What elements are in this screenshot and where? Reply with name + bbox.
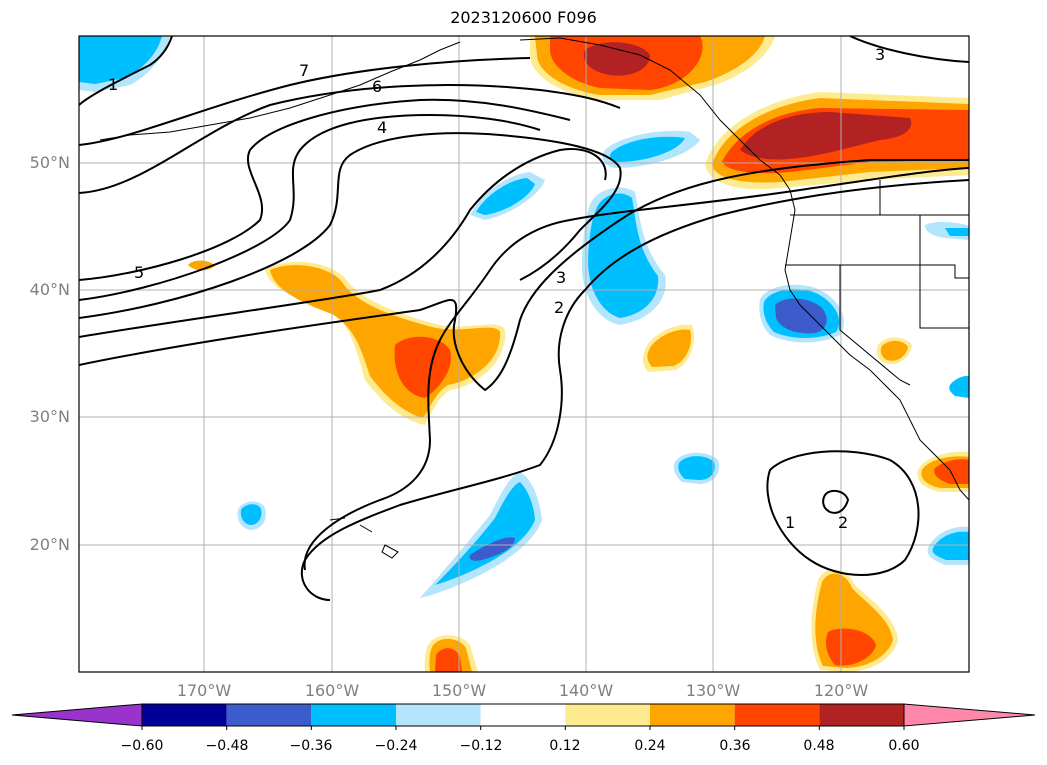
colorbar-swatch — [650, 704, 735, 726]
contour-labels: 1 7 6 4 5 3 2 3 1 2 — [108, 45, 885, 532]
colorbar-tick-label: −0.24 — [374, 738, 418, 754]
lon-label: 120°W — [813, 681, 869, 700]
lat-label: 50°N — [29, 153, 70, 172]
colorbar-tick-label: 0.24 — [634, 738, 666, 754]
contour-label: 2 — [554, 298, 564, 317]
contour-label: 6 — [372, 77, 382, 96]
colorbar-tick-label: −0.36 — [289, 738, 333, 754]
colorbar-swatch — [819, 704, 904, 726]
contour-label: 3 — [556, 268, 566, 287]
contour-label: 7 — [299, 61, 309, 80]
map-plot-area: 1 7 6 4 5 3 2 3 1 2 — [79, 36, 969, 672]
colorbar-swatch — [311, 704, 396, 726]
contour-label: 3 — [875, 45, 885, 64]
lon-label: 130°W — [685, 681, 741, 700]
contour-label: 1 — [785, 513, 795, 532]
lon-label: 150°W — [431, 681, 487, 700]
lon-label: 140°W — [558, 681, 614, 700]
colorbar-swatch — [734, 704, 820, 726]
colorbar-tick-label: −0.60 — [120, 738, 164, 754]
colorbar-extend-high — [903, 703, 1036, 727]
map-frame — [78, 35, 970, 673]
colorbar-frame — [141, 703, 905, 727]
colorbar — [11, 703, 1036, 730]
colorbar-tick-label: 0.36 — [719, 738, 751, 754]
colorbar-tick-label: 0.60 — [888, 738, 920, 754]
contour-lines — [79, 36, 969, 601]
colorbar-swatch — [396, 704, 481, 726]
contour-label: 2 — [838, 513, 848, 532]
colorbar-swatch — [565, 704, 650, 726]
lon-label: 160°W — [304, 681, 360, 700]
coastlines — [99, 37, 969, 559]
colorbar-tick-label: 0.48 — [803, 738, 835, 754]
lon-label: 170°W — [176, 681, 232, 700]
contour-label: 4 — [377, 118, 387, 137]
map-title: 2023120600 F096 — [450, 8, 597, 27]
contour-label: 5 — [134, 263, 144, 282]
contour-label: 1 — [108, 75, 118, 94]
shaded-fields — [79, 36, 969, 672]
lat-label: 30°N — [29, 407, 70, 426]
colorbar-swatch — [226, 704, 312, 726]
colorbar-tick-label: −0.12 — [459, 738, 503, 754]
colorbar-tick-label: 0.12 — [549, 738, 581, 754]
colorbar-swatch — [142, 704, 227, 726]
colorbar-swatch — [480, 704, 566, 726]
lat-label: 40°N — [29, 280, 70, 299]
lat-label: 20°N — [29, 535, 70, 554]
colorbar-extend-low — [11, 703, 143, 727]
colorbar-tick-label: −0.48 — [205, 738, 249, 754]
